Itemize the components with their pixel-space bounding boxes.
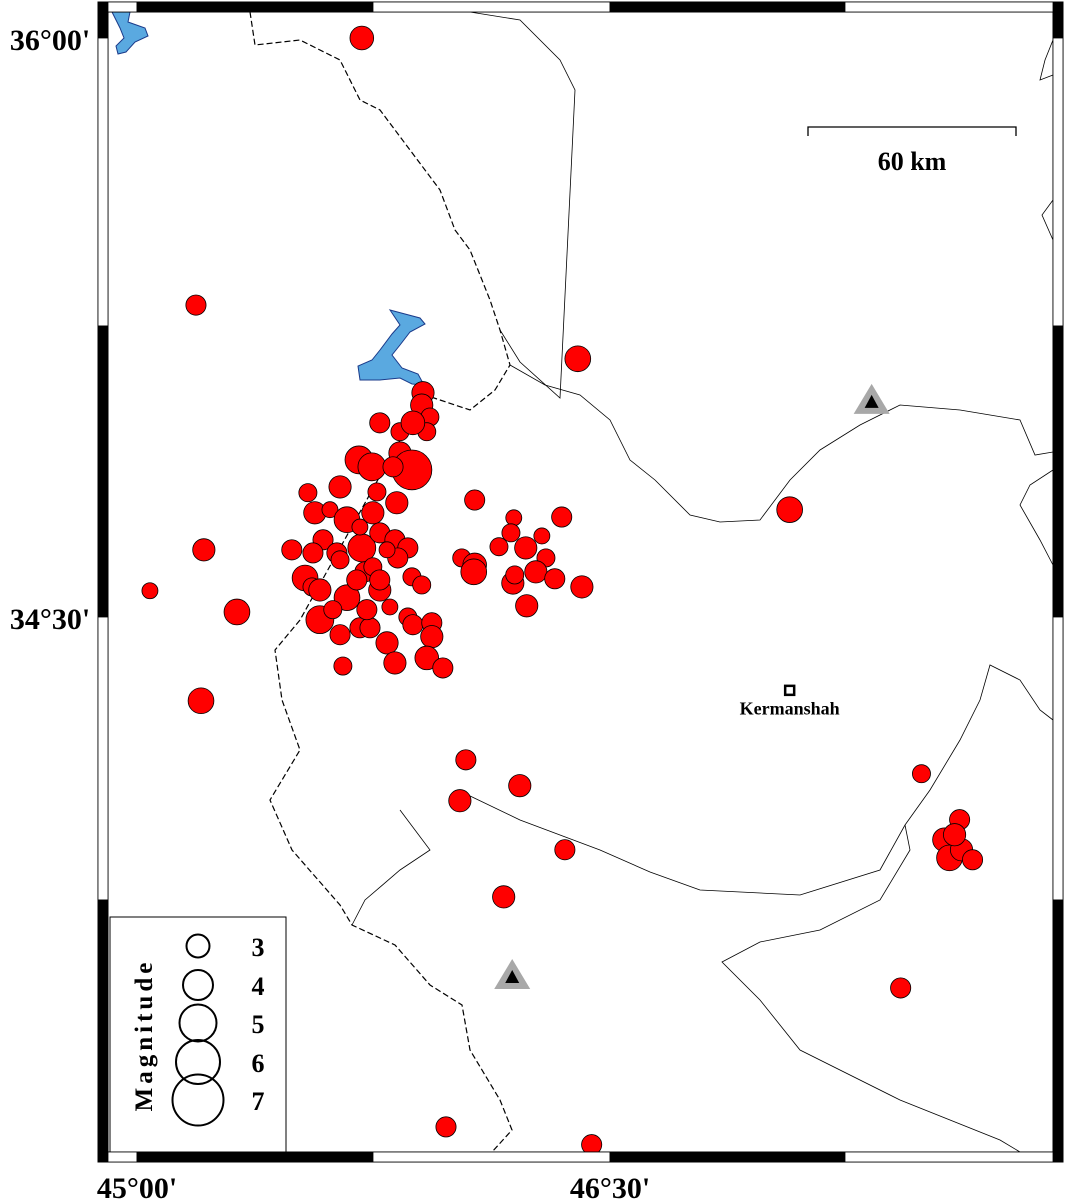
- legend-circle: [182, 969, 214, 1001]
- earthquake-event: [361, 501, 385, 525]
- legend-circle: [171, 1073, 225, 1127]
- earthquake-event: [333, 584, 361, 611]
- earthquake-event: [187, 687, 215, 715]
- earthquake-event: [192, 538, 216, 562]
- legend-label: 6: [252, 1049, 265, 1078]
- map-frame: [97, 1, 1064, 1163]
- earthquake-event: [346, 569, 368, 591]
- legend-label: 3: [252, 933, 265, 962]
- earthquake-event: [141, 582, 159, 600]
- legend-label: 4: [252, 972, 265, 1001]
- earthquake-event: [533, 527, 551, 545]
- earthquake-event: [412, 575, 432, 595]
- earthquake-event: [464, 489, 486, 511]
- scale-bar-label: 60 km: [878, 147, 947, 176]
- earthquake-event: [544, 568, 566, 590]
- earthquake-event: [357, 452, 387, 482]
- earthquake-event: [382, 456, 404, 478]
- earthquake-event: [505, 509, 523, 527]
- earthquake-event: [349, 25, 375, 51]
- earthquake-event: [448, 789, 472, 813]
- earthquake-event: [460, 558, 488, 586]
- earthquake-event: [432, 657, 454, 679]
- earthquake-event: [375, 631, 399, 655]
- earthquake-event: [359, 617, 381, 639]
- earthquake-event: [455, 749, 477, 771]
- earthquake-event: [302, 542, 324, 564]
- earthquake-event: [356, 599, 378, 621]
- earthquake-event: [328, 475, 352, 499]
- earthquake-event: [323, 600, 343, 620]
- earthquake-event: [505, 565, 525, 585]
- earthquake-event: [554, 839, 576, 861]
- lon-label-45: 45°00': [97, 1172, 177, 1202]
- magnitude-legend: Magnitude 3 4 5 6 7: [109, 916, 287, 1153]
- station-inner-icon: [505, 969, 520, 983]
- earthquake-event: [378, 541, 396, 559]
- lat-label-36: 36°00': [10, 24, 90, 57]
- earthquake-event: [402, 614, 424, 636]
- earthquake-event: [551, 506, 573, 528]
- earthquake-event: [501, 523, 521, 543]
- earthquake-event: [508, 774, 532, 798]
- earthquake-event: [564, 345, 592, 373]
- earthquake-event: [351, 518, 369, 536]
- lon-label-46-30: 46°30': [570, 1172, 650, 1202]
- earthquake-event: [308, 578, 332, 602]
- lake-north: [111, 11, 149, 55]
- earthquake-event: [776, 496, 803, 523]
- earthquake-event: [912, 764, 931, 784]
- earthquake-event: [489, 537, 509, 557]
- earthquake-event: [321, 501, 339, 519]
- legend-label: 7: [252, 1087, 265, 1116]
- legend-label: 5: [252, 1010, 265, 1039]
- earthquake-event: [492, 885, 516, 909]
- earthquake-event: [890, 977, 912, 999]
- earthquake-event: [383, 651, 407, 675]
- legend-circle: [185, 933, 211, 959]
- legend-circle: [178, 1003, 218, 1043]
- earthquake-event: [414, 645, 440, 671]
- earthquake-event: [330, 550, 350, 570]
- earthquake-event: [333, 656, 353, 676]
- scale-bar: 60 km: [807, 126, 1017, 176]
- earthquake-event: [369, 412, 391, 434]
- earthquake-event: [943, 823, 967, 847]
- seismic-stations: [494, 383, 890, 989]
- earthquake-event: [420, 625, 444, 649]
- city-label: Kermanshah: [740, 698, 840, 718]
- station-inner-icon: [864, 394, 879, 408]
- earthquake-event: [281, 539, 303, 561]
- city-marker-icon: [783, 684, 796, 697]
- earthquake-event: [367, 482, 387, 502]
- earthquake-event: [385, 491, 409, 515]
- earthquake-event: [329, 624, 351, 646]
- legend-title: Magnitude: [131, 959, 158, 1112]
- earthquake-event: [223, 598, 251, 626]
- legend-circle: [175, 1039, 221, 1085]
- earthquake-event: [962, 849, 984, 871]
- earthquake-event: [369, 569, 391, 591]
- earthquake-event: [570, 575, 594, 599]
- lat-label-34-30: 34°30': [10, 603, 90, 636]
- earthquake-event: [185, 294, 207, 316]
- earthquake-event: [381, 598, 399, 616]
- earthquake-events: [141, 25, 984, 1156]
- earthquake-event: [514, 536, 538, 560]
- earthquake-event: [435, 1116, 457, 1138]
- earthquake-event: [298, 483, 318, 503]
- earthquake-event: [400, 410, 426, 436]
- earthquake-event: [524, 560, 548, 584]
- earthquake-event: [515, 594, 539, 618]
